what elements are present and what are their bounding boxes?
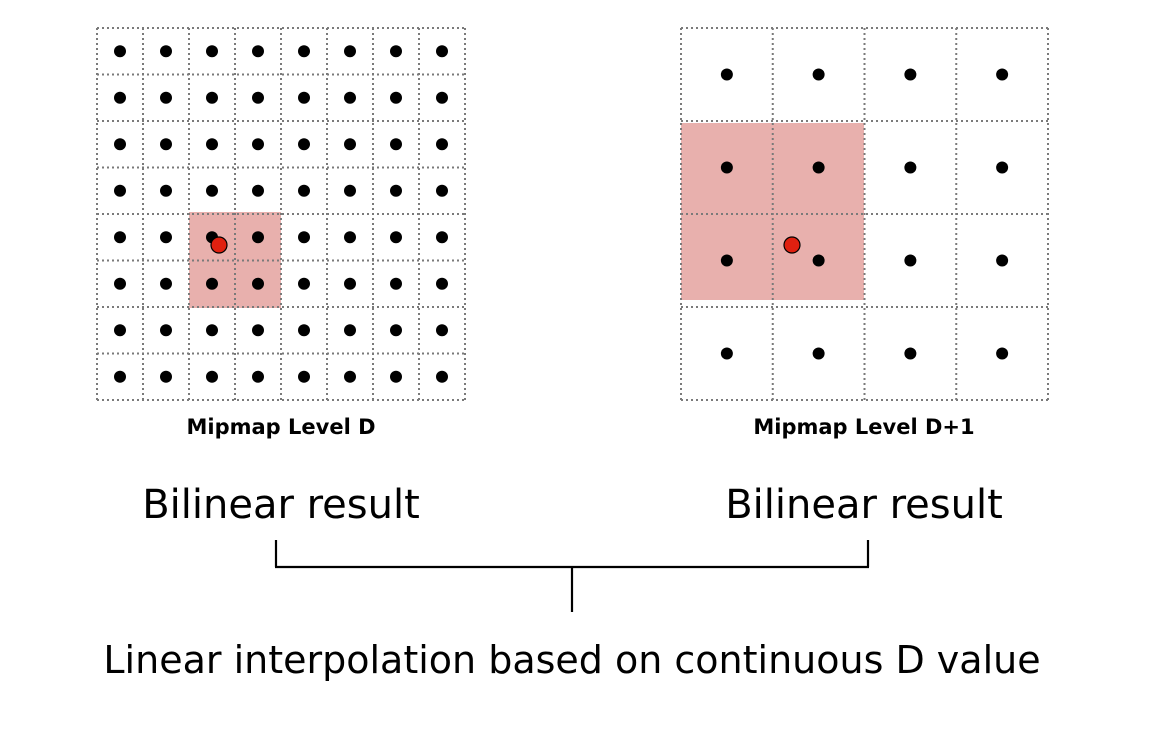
level-d-texel-dot <box>160 277 172 290</box>
level-d1-texel-dot <box>812 161 825 174</box>
level-d1-texel-dot <box>996 161 1009 174</box>
mipmap-level-d-grid <box>96 27 466 401</box>
level-d-texel-dot <box>298 324 310 337</box>
level-d1-texel-dot <box>904 347 917 360</box>
level-d-texel-dot <box>160 138 172 151</box>
level-d-texel-dot <box>252 324 264 337</box>
level-d-texel-dot <box>390 45 402 58</box>
level-d-texel-dot <box>160 45 172 58</box>
level-d1-texel-dot <box>904 68 917 81</box>
right-bilinear-result-label: Bilinear result <box>725 482 1003 528</box>
level-d-texel-dot <box>344 370 356 383</box>
level-d1-texel-dot <box>904 254 917 267</box>
level-d-texel-dot <box>160 91 172 104</box>
level-d-texel-dot <box>344 277 356 290</box>
level-d-texel-dot <box>252 231 264 244</box>
level-d1-grid-lines <box>680 27 1049 401</box>
level-d-texel-dot <box>206 91 218 104</box>
level-d-texel-dot <box>206 45 218 58</box>
level-d-texel-dot <box>206 184 218 197</box>
level-d-texel-dot <box>252 277 264 290</box>
level-d1-highlight <box>681 123 864 300</box>
level-d-sample-point <box>210 236 228 254</box>
level-d-texel-dot <box>114 231 126 244</box>
level-d-texel-dot <box>390 231 402 244</box>
level-d-texel-dot <box>252 45 264 58</box>
level-d-texel-dot <box>160 370 172 383</box>
level-d-texel-dot <box>390 370 402 383</box>
level-d-texel-dot <box>390 91 402 104</box>
level-d1-texel-dot <box>720 68 733 81</box>
level-d1-texel-dot <box>996 254 1009 267</box>
combine-bracket <box>274 540 870 612</box>
level-d-texel-dot <box>298 370 310 383</box>
level-d-texel-dot <box>114 138 126 151</box>
level-d1-texel-dot <box>720 254 733 267</box>
level-d-texel-dot <box>160 324 172 337</box>
level-d-texel-dot <box>206 138 218 151</box>
level-d1-texel-dot <box>996 347 1009 360</box>
level-d-texel-dot <box>344 324 356 337</box>
level-d-grid-lines <box>96 27 466 401</box>
level-d-texel-dot <box>344 91 356 104</box>
level-d-texel-dot <box>390 277 402 290</box>
level-d-texel-dot <box>160 184 172 197</box>
level-d-texel-dot <box>436 324 448 337</box>
level-d1-texel-dot <box>720 347 733 360</box>
level-d-texel-dot <box>206 370 218 383</box>
level-d1-texel-dot <box>812 68 825 81</box>
level-d-texel-dot <box>436 138 448 151</box>
level-d-texel-dot <box>114 370 126 383</box>
level-d-texel-dot <box>436 277 448 290</box>
level-d-texel-dot <box>298 184 310 197</box>
level-d-texel-dot <box>252 91 264 104</box>
level-d-texel-dot <box>114 91 126 104</box>
level-d-texel-dot <box>436 184 448 197</box>
level-d-texel-dot <box>298 231 310 244</box>
level-d-texel-dot <box>344 231 356 244</box>
level-d-texel-dot <box>206 277 218 290</box>
level-d1-texel-dot <box>904 161 917 174</box>
level-d1-texel-dot <box>720 161 733 174</box>
level-d1-texel-dot <box>812 347 825 360</box>
level-d-texel-dot <box>344 45 356 58</box>
level-d1-texel-dots <box>720 68 1009 360</box>
level-d-label: Mipmap Level D <box>186 415 375 439</box>
mipmap-level-d1-grid <box>680 27 1049 401</box>
level-d-texel-dot <box>390 138 402 151</box>
level-d-texel-dot <box>344 184 356 197</box>
level-d-texel-dot <box>436 231 448 244</box>
level-d-texel-dot <box>436 91 448 104</box>
level-d-texel-dot <box>252 138 264 151</box>
level-d-texel-dot <box>390 184 402 197</box>
level-d-texel-dot <box>114 184 126 197</box>
level-d-texel-dot <box>298 277 310 290</box>
level-d-texel-dot <box>252 184 264 197</box>
level-d-texel-dot <box>436 45 448 58</box>
level-d1-label: Mipmap Level D+1 <box>753 415 974 439</box>
level-d-texel-dots <box>114 45 448 383</box>
level-d-texel-dot <box>298 138 310 151</box>
level-d-texel-dot <box>206 324 218 337</box>
level-d-texel-dot <box>114 324 126 337</box>
level-d1-texel-dot <box>812 254 825 267</box>
linear-interpolation-label: Linear interpolation based on continuous… <box>103 638 1040 682</box>
level-d1-texel-dot <box>996 68 1009 81</box>
level-d-texel-dot <box>114 45 126 58</box>
level-d1-sample-point <box>783 236 801 254</box>
level-d-texel-dot <box>114 277 126 290</box>
level-d-texel-dot <box>436 370 448 383</box>
level-d-texel-dot <box>344 138 356 151</box>
level-d-texel-dot <box>298 45 310 58</box>
level-d-texel-dot <box>390 324 402 337</box>
left-bilinear-result-label: Bilinear result <box>142 482 420 528</box>
level-d-texel-dot <box>298 91 310 104</box>
level-d-texel-dot <box>252 370 264 383</box>
level-d-texel-dot <box>160 231 172 244</box>
